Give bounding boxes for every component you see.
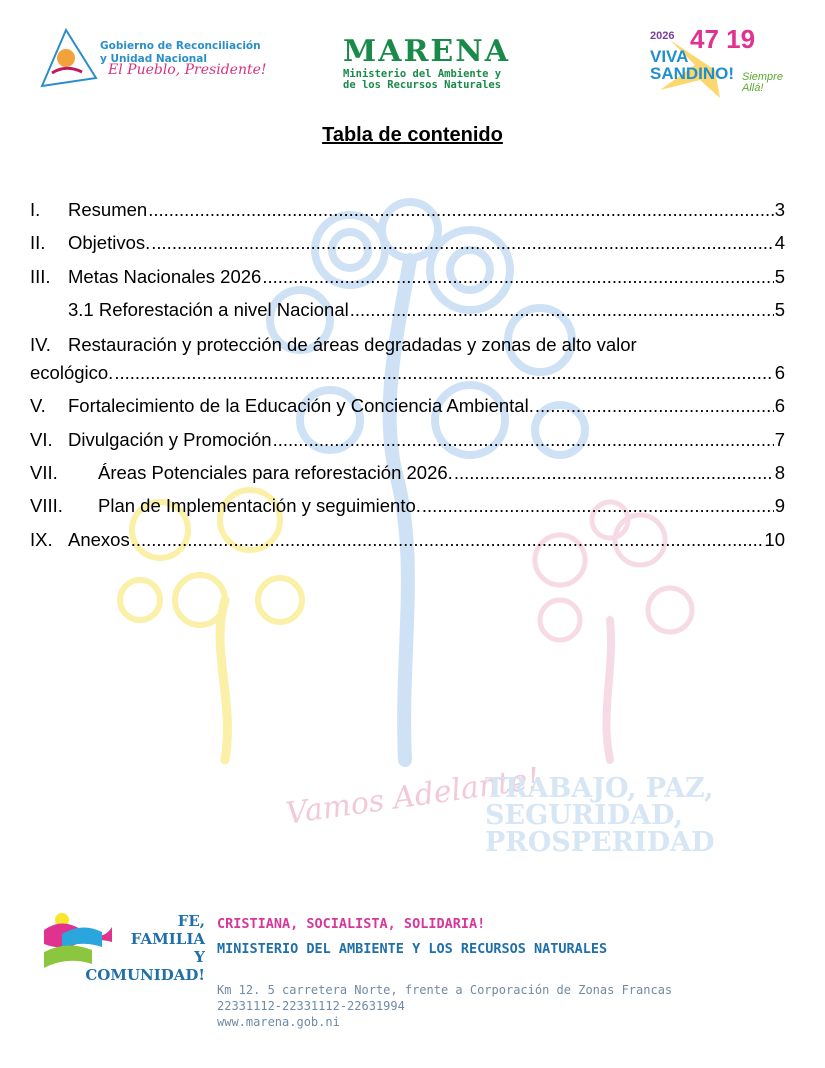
toc-entry[interactable]: I. Resumen 3 xyxy=(30,198,785,231)
toc-page: 6 xyxy=(774,395,785,417)
toc-label: Áreas Potenciales para reforestación 202… xyxy=(98,462,453,484)
footer-contact: Km 12. 5 carretera Norte, frente a Corpo… xyxy=(217,982,717,1030)
toc-entry[interactable]: VIII. Plan de Implementación y seguimient… xyxy=(30,494,785,527)
marena-sub1: Ministerio del Ambiente y xyxy=(343,68,502,80)
toc-page: 4 xyxy=(774,232,785,254)
toc-label: Fortalecimiento de la Educación y Concie… xyxy=(68,395,534,417)
toc-page: 6 xyxy=(774,362,785,384)
dot-leader xyxy=(422,494,774,518)
toc-label: Restauración y protección de áreas degra… xyxy=(68,334,637,356)
toc-label: Resumen xyxy=(68,199,148,220)
logo-line2: FAMILIA xyxy=(130,930,205,948)
toc-page: 7 xyxy=(774,428,785,450)
toc-label: Anexos xyxy=(68,528,130,550)
table-of-contents: I. Resumen 3 II. Objetivos. 4 III. Metas Nac… xyxy=(30,198,785,561)
campaign-tagline: Siempre Allá! xyxy=(742,71,783,94)
marena-logo: MARENA xyxy=(343,34,510,69)
motto-watermark: TRABAJO, PAZ, SEGURIDAD, PROSPERIDAD xyxy=(485,775,715,856)
dot-leader xyxy=(148,198,774,222)
toc-entry[interactable]: III. Metas Nacionales 2026 5 xyxy=(30,265,785,298)
motto-line3: PROSPERIDAD xyxy=(485,827,715,858)
motto-line2: SEGURIDAD, xyxy=(485,800,683,831)
dot-leader xyxy=(131,528,764,552)
dot-leader xyxy=(114,361,773,385)
toc-entry[interactable]: VI. Divulgación y Promoción 7 xyxy=(30,428,785,461)
toc-label: Metas Nacionales 2026 xyxy=(68,265,262,287)
toc-label-cont: ecológico. xyxy=(30,362,114,384)
toc-num: III. xyxy=(30,265,51,287)
toc-entry[interactable]: VII. Áreas Potenciales para reforestación… xyxy=(30,461,785,494)
toc-label: 3.1 Reforestación a nivel Nacional xyxy=(68,298,349,320)
gov-slogan: El Pueblo, Presidente! xyxy=(108,62,267,78)
toc-page: 9 xyxy=(774,495,785,517)
toc-entry[interactable]: IV. Restauración y protección de áreas de… xyxy=(30,333,785,394)
dot-leader xyxy=(535,394,774,418)
toc-page: 5 xyxy=(774,265,785,287)
dot-leader xyxy=(454,461,774,485)
toc-num: VII. xyxy=(30,462,58,484)
toc-page: 5 xyxy=(774,298,785,320)
logo-line1: FE, xyxy=(177,912,205,930)
logo-line3: Y COMUNIDAD! xyxy=(85,948,205,984)
motto-line1: TRABAJO, PAZ, xyxy=(485,773,714,804)
toc-page: 8 xyxy=(774,462,785,484)
dot-leader xyxy=(151,231,773,255)
toc-num: IX. xyxy=(30,528,53,550)
viva-sandino-logo: 2026 47 19 VIVA SANDINO! Siempre Allá! xyxy=(650,24,783,100)
footer-ministry: MINISTERIO DEL AMBIENTE Y LOS RECURSOS N… xyxy=(217,941,608,957)
campaign-text: VIVA SANDINO! xyxy=(650,47,735,83)
fe-familia-logo-text: FE, FAMILIA Y COMUNIDAD! xyxy=(80,912,205,984)
toc-entry[interactable]: II. Objetivos. 4 xyxy=(30,231,785,264)
dot-leader xyxy=(350,298,774,322)
fe-familia-logo-graphic xyxy=(44,913,112,968)
campaign-numbers: 47 19 xyxy=(690,24,756,54)
toc-num: V. xyxy=(30,395,46,417)
footer-slogan: CRISTIANA, SOCIALISTA, SOLIDARIA! xyxy=(217,916,486,932)
toc-entry[interactable]: 3.1 Reforestación a nivel Nacional 5 xyxy=(30,298,785,331)
toc-num: II. xyxy=(30,232,46,254)
gov-line2: y Unidad Nacional xyxy=(100,53,207,65)
marena-sub2: de los Recursos Naturales xyxy=(343,79,502,91)
dot-leader xyxy=(273,428,774,452)
gov-seal-logo xyxy=(40,28,98,88)
toc-num: VI. xyxy=(30,428,53,450)
page-title: Tabla de contenido xyxy=(322,124,503,146)
gov-logo-text: Gobierno de Reconciliación y Unidad Naci… xyxy=(100,40,261,66)
toc-num: IV. xyxy=(30,334,51,356)
dot-leader xyxy=(262,265,773,289)
gov-line1: Gobierno de Reconciliación xyxy=(100,40,261,52)
toc-entry[interactable]: IX. Anexos 10 xyxy=(30,528,785,561)
toc-page: 10 xyxy=(764,528,785,550)
footer-address: Km 12. 5 carretera Norte, frente a Corpo… xyxy=(217,983,673,1013)
toc-num: VIII. xyxy=(30,495,63,517)
toc-entry[interactable]: V. Fortalecimiento de la Educación y Conc… xyxy=(30,394,785,427)
toc-page: 3 xyxy=(774,199,785,220)
footer-website[interactable]: www.marena.gob.ni xyxy=(217,1015,340,1029)
marena-subtitle: Ministerio del Ambiente y de los Recurso… xyxy=(343,69,501,91)
toc-num: I. xyxy=(30,199,41,220)
toc-label: Objetivos. xyxy=(68,232,151,254)
toc-label: Plan de Implementación y seguimiento. xyxy=(98,495,421,517)
campaign-year: 2026 xyxy=(650,30,675,42)
toc-label: Divulgación y Promoción xyxy=(68,428,272,450)
